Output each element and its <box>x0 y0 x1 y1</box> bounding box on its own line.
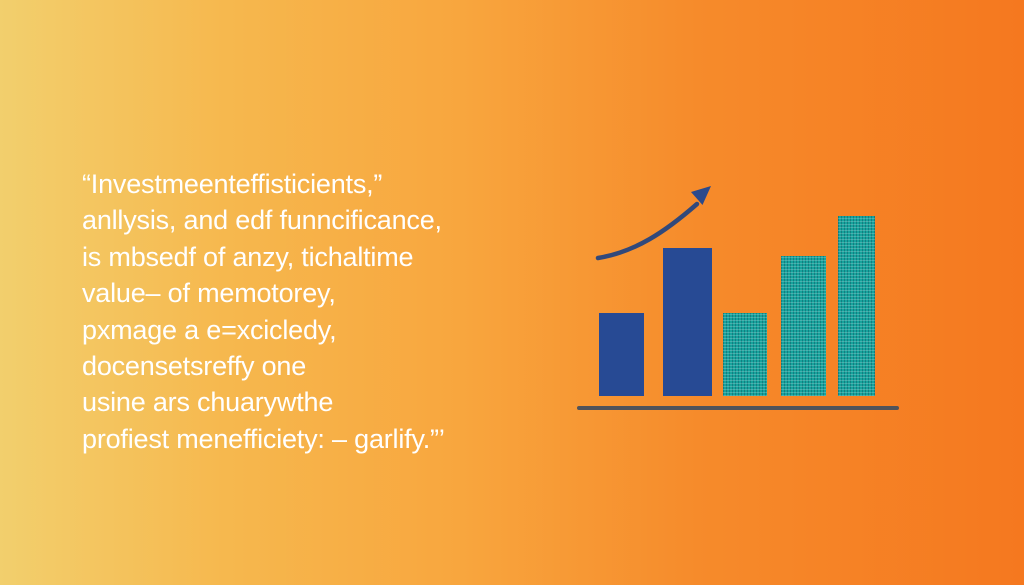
quote-line: anllysis, and edf funncificance, <box>82 205 442 236</box>
quote-line: pxmage a e=xcicledy, <box>82 314 337 345</box>
quote-line: profiest menefficiety: – garlify.”’ <box>82 423 445 454</box>
bar-chart-illustration <box>577 180 899 412</box>
quote-line: value– of memotorey, <box>82 278 336 309</box>
quote-line: docensetsreffy one <box>82 351 307 382</box>
chart-bar <box>838 216 875 396</box>
quote-line: “Investmeenteffisticients,” <box>82 169 383 199</box>
chart-bar <box>663 248 712 396</box>
quote-block: “Investmeenteffisticients,” anllysis, an… <box>82 166 502 457</box>
quote-line: is mbsedf of anzy, tichaltime <box>82 241 414 272</box>
growth-arrow-icon <box>595 186 711 261</box>
chart-baseline <box>577 406 899 410</box>
chart-bar <box>723 313 767 396</box>
chart-bar <box>599 313 644 396</box>
chart-bar <box>781 256 826 396</box>
quote-line: usine ars chuarywthe <box>82 387 334 418</box>
